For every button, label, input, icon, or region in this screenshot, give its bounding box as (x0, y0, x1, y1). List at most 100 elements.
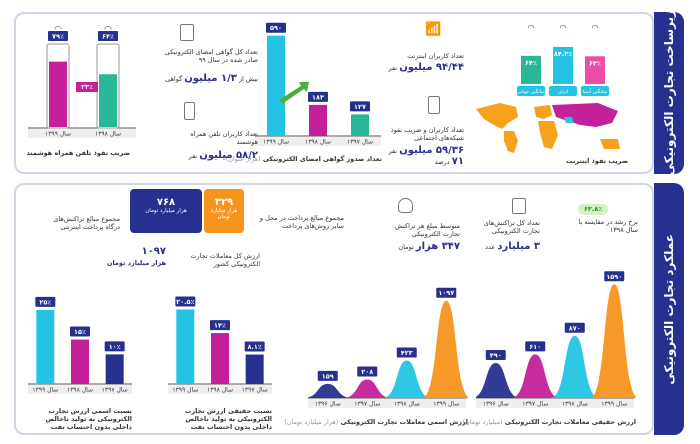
tick-label: میانگین جهانی (517, 88, 545, 95)
data-label: ۱۰۹۷ (438, 289, 454, 297)
avg-amount-label: متوسط مبلغ هر تراکنش تجارت الکترونیکی (394, 222, 460, 239)
real-value-unit: (میلیارد تومان) (462, 418, 503, 426)
value-box (396, 347, 417, 358)
nominal-ratio-caption: نسبت اسمی ارزش تجارت الکترونیکی به تولید… (45, 407, 133, 432)
axis-band (308, 399, 466, 408)
calculator-icon (512, 198, 526, 214)
nominal-value-chart: ۱۵۹ سال ۱۳۹۶ ۲۰۸ سال ۱۳۹۷ ۴۲۳ سال ۱۳۹۸ ۱۰۹۷ سال… (308, 287, 468, 408)
data-label: ۶۱۰ (529, 343, 541, 351)
bar (176, 309, 195, 384)
smartphone-users-value: ۵۸/۲ میلیون (199, 150, 258, 161)
tick-label: سال ۱۳۹۷ (354, 401, 380, 408)
bar (99, 74, 117, 127)
data-label: ۶۴٪ (525, 59, 537, 67)
social-users-label: تعداد کاربران و ضریب نفوذ شبکه‌های اجتما… (390, 126, 464, 143)
total-unit: هزار میلیارد تومان (106, 258, 166, 267)
social-users-value: ۵۹/۳۶ میلیون (399, 145, 464, 156)
avg-amount-unit: تومان (398, 243, 414, 251)
bell (382, 360, 432, 398)
payment-gateway-box: ۷۶۸ هزار میلیارد تومان (130, 189, 202, 233)
axis-band (255, 137, 381, 146)
wifi-icon: ◠ (592, 23, 599, 32)
payment-other-unit: هزار میلیارد تومان (210, 208, 238, 220)
axis-band (476, 399, 634, 408)
tick-label: سال ۱۳۹۹ (601, 401, 627, 408)
real-ratio-chart: ۸.۱٪ سال ۱۳۹۷ ۱۴٪ سال ۱۳۹۸ ۲۰.۵٪ سال ۱۳۹۹ (168, 296, 272, 394)
bar (36, 309, 55, 384)
section1-title: زیرساخت تجارت الکترونیکی (662, 10, 676, 176)
signatures-unit: گواهی (165, 75, 183, 83)
nominal-ratio-chart: ۱۰٪ سال ۱۳۹۷ ۱۵٪ سال ۱۳۹۸ ۲۵٪ سال ۱۳۹۹ (28, 296, 132, 394)
value-box (317, 370, 338, 381)
data-label: ۱۰٪ (109, 343, 121, 351)
section1-title-tab: زیرساخت تجارت الکترونیکی (654, 10, 684, 176)
bell (589, 284, 636, 398)
growth-arrow (279, 82, 309, 104)
social-users-value-row: ۵۹/۳۶ میلیون نفر (388, 145, 464, 158)
social-users-pct-unit: درصد (434, 158, 450, 166)
bar (351, 114, 369, 136)
data-label: ۴۹۰ (490, 351, 502, 359)
data-label: ۲۵٪ (39, 298, 51, 306)
tick-label: سال ۱۳۹۹ (263, 139, 289, 146)
value-box (48, 31, 68, 41)
signatures-prefix: بیش از (238, 75, 258, 83)
value-box (104, 341, 125, 352)
payment-other-box: ۳۲۹ هزار میلیارد تومان (204, 189, 244, 233)
value-box (485, 349, 506, 360)
tick-label: سال ۱۳۹۸ (207, 387, 233, 394)
internet-users-unit: نفر (388, 64, 398, 72)
signatures-value-row: بیش از ۱/۳ میلیون گواهی (165, 73, 258, 86)
smartphone-users-label: تعداد کاربران تلفن همراه هوشمند (190, 130, 258, 147)
signatures-chart: ۱۲۷ سال ۱۳۹۷ ۱۸۳ سال ۱۳۹۸ ۵۹۰ سال ۱۳۹۹ (255, 22, 381, 146)
value-box (357, 366, 378, 377)
data-label: ۱۴٪ (214, 322, 226, 330)
tick-label: سال ۱۳۹۹ (433, 401, 459, 408)
wifi-icon: ◠ (104, 25, 112, 35)
tick-label: سال ۱۳۹۹ (45, 131, 71, 138)
signatures-label: تعداد کل گواهی امضای الکترونیکی صادر شده… (164, 48, 258, 65)
data-label: ۵۹۰ (270, 24, 282, 32)
real-value-caption-row: ارزش حقیقی معاملات تجارت الکترونیکی (میل… (463, 418, 637, 426)
social-users-unit: نفر (388, 147, 398, 155)
value-box (244, 341, 265, 352)
tick-label: سال ۱۳۹۹ (32, 387, 58, 394)
bell (421, 300, 468, 398)
signatures-value: ۱/۳ میلیون (184, 73, 237, 84)
bell (476, 362, 521, 398)
data-label: ۱۵٪ (74, 328, 86, 336)
nominal-value-caption-row: ارزش اسمی معاملات تجارت الکترونیکی (هزار… (284, 418, 468, 426)
bar (71, 339, 89, 384)
data-label: ۱۵۹ (322, 372, 334, 380)
real-ratio-caption: نسبت حقیقی ارزش تجارت الکترونیکی به تولی… (184, 407, 272, 432)
avg-amount-value-row: ۳۴۷ هزار تومان (398, 241, 460, 254)
total-value-row: ۱۰۹۷ هزار میلیارد تومان (107, 246, 166, 267)
value-box (525, 341, 546, 352)
data-label: ۴۲۳ (401, 349, 413, 357)
value-box (308, 91, 328, 102)
money-bag-icon (398, 198, 413, 213)
payment-gateway-value: ۷۶۸ (156, 197, 176, 208)
tick-label: سال ۱۳۹۸ (394, 401, 420, 408)
social-users-pct-row: ۷۱ درصد (435, 156, 464, 169)
signatures-caption-unit: (هزار عنوان) (225, 155, 261, 163)
bar (553, 46, 573, 84)
tick-label: سال ۱۳۹۶ (315, 401, 341, 408)
section2-title-tab: عملکرد تجارت الکترونیکی (654, 183, 684, 435)
transactions-count-value-row: ۳ میلیارد عدد (485, 241, 540, 254)
wifi-icon: ◠ (54, 25, 62, 35)
value-box (350, 101, 370, 112)
data-label: ۱۵۹۰ (606, 273, 622, 281)
value-box (210, 320, 230, 331)
bar (585, 56, 605, 84)
data-label: ۷۹٪ (52, 33, 64, 41)
bar (309, 104, 327, 136)
certificate-icon (180, 24, 194, 41)
tick-box (581, 86, 609, 96)
axis-band (28, 385, 132, 394)
value-box (564, 322, 585, 333)
growth-label: ۲۳٪ (81, 83, 93, 91)
axis-band (28, 129, 136, 138)
bell (510, 354, 560, 398)
